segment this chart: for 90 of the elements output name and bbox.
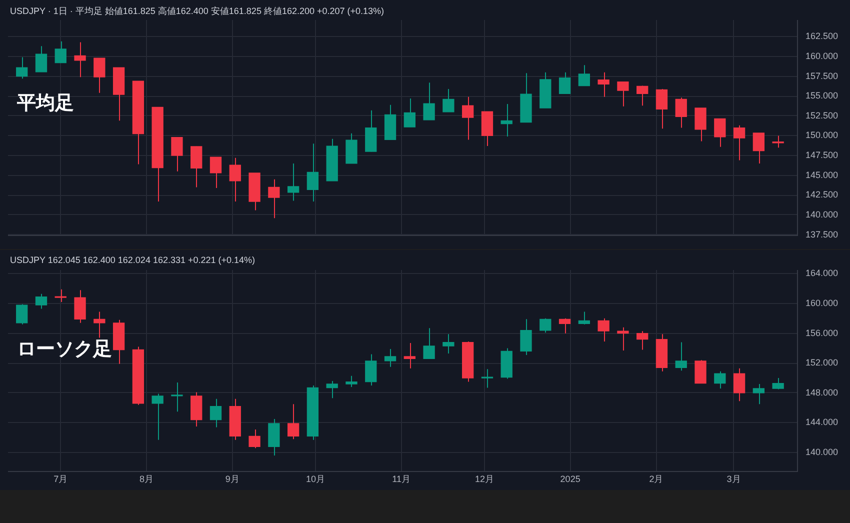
candlestick [733,368,746,402]
y-tick-label: 148.000 [805,387,838,398]
candlestick [326,380,338,399]
candlestick [558,318,571,334]
candlestick [346,375,358,388]
y-tick-label: 160.000 [805,298,838,308]
y-tick-label: 137.500 [805,229,838,240]
chart-title: USDJPY · 1日 · 平均足 始値161.825 高値162.400 安値161.825 終値162.200 +0.207 (+0.13%) [10,5,384,18]
candlestick [578,64,590,86]
x-tick-label: 9月 [225,474,240,484]
candlestick [35,293,48,310]
candlestick [558,72,571,94]
candlestick [675,342,687,372]
x-tick-label: 11月 [392,474,411,484]
x-tick-label: 3月 [726,474,741,484]
candlestick [54,40,66,64]
y-tick-label: 140.000 [805,447,838,458]
annotation: 平均足 [17,92,74,116]
candlestick [210,156,222,189]
candlestick [423,328,435,360]
candlestick [74,290,86,324]
y-tick-label: 156.000 [805,328,838,338]
candlestick [714,370,726,389]
candlestick [462,96,474,140]
candlestick [694,360,706,384]
candlestick [94,311,106,338]
candlestick [190,146,202,188]
candlestick [152,393,164,440]
y-tick-label: 162.500 [805,31,838,42]
candlestick [442,88,454,112]
y-tick-label: 157.500 [805,70,838,81]
y-tick-label: 144.000 [805,417,838,428]
candlestick [287,162,300,202]
candlestick [171,382,183,412]
candlestick [404,98,416,128]
chart-title: USDJPY 162.045 162.400 162.024 162.331 +0.221 (+0.14%) [10,255,256,265]
candlestick [733,124,746,161]
candlestick [229,157,241,202]
candlestick [94,58,106,94]
candlestick [752,132,765,164]
y-tick-label: 160.000 [805,50,838,61]
candlestick [384,348,396,368]
candlestick [404,342,416,369]
candlestick [752,384,765,405]
candlestick [636,330,648,350]
y-tick-label: 155.000 [805,90,838,101]
candlestick [598,318,610,342]
candlestick [248,428,260,449]
candlestick [306,143,319,202]
candlestick [287,404,300,440]
candlestick [675,97,687,128]
candlestick [520,318,532,356]
x-tick-label: 10月 [306,474,325,484]
annotation: ローソク足 [17,338,112,362]
candlestick [772,135,784,148]
candlestick [171,136,183,172]
candlestick [598,72,610,98]
candlestick [617,81,629,107]
candlestick [16,304,28,325]
candlestick [54,288,66,303]
y-tick-label: 142.500 [805,190,838,200]
candlestick [442,334,454,354]
y-tick-label: 145.000 [805,170,838,180]
y-tick-label: 164.000 [805,268,838,278]
candlestick [578,311,590,325]
x-tick-label: 2月 [649,474,664,484]
candlestick [481,368,494,388]
candlestick [423,82,435,120]
candlestick [16,56,28,80]
candlestick [268,178,280,219]
candlestick [694,107,706,142]
x-tick-label: 2025 [560,474,580,484]
candlestick [540,318,552,334]
candlestick [714,118,726,148]
candlestick [500,104,512,138]
y-tick-label: 140.000 [805,209,838,220]
y-tick-label: 152.000 [805,358,838,368]
candlestick [74,42,86,78]
x-tick-label: 12月 [474,474,494,484]
x-tick-label: 7月 [54,474,68,484]
candlestick [636,85,648,106]
candlestick [268,418,280,456]
x-tick-label: 8月 [139,474,154,484]
candlestick [35,46,48,72]
y-tick-label: 152.500 [805,110,838,120]
candlestick [210,398,222,428]
candlestick [365,354,377,386]
y-tick-label: 150.000 [805,130,838,140]
y-tick-label: 147.500 [805,150,838,160]
candlestick [656,88,668,130]
